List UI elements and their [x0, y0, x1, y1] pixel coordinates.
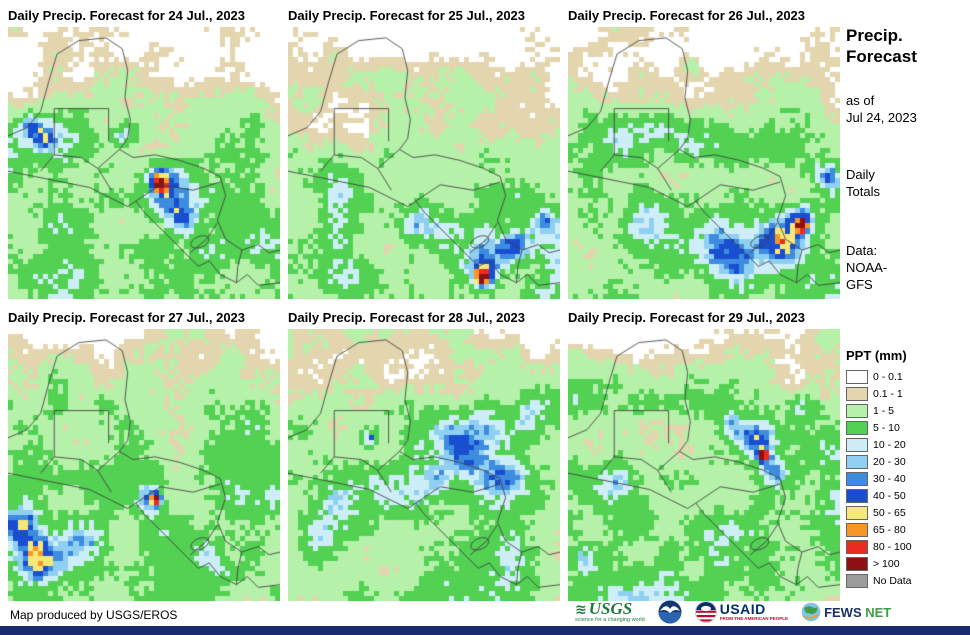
fewsnet-wordmark: FEWS NET [824, 604, 892, 620]
panel-title-29jul: Daily Precip. Forecast for 29 Jul., 2023 [568, 310, 806, 325]
legend-entry: 5 - 10 [846, 420, 966, 435]
legend-entry-label: 0.1 - 1 [873, 387, 903, 400]
legend-entry-label: 65 - 80 [873, 523, 906, 536]
panel-title-25jul: Daily Precip. Forecast for 25 Jul., 2023 [288, 8, 526, 23]
legend-swatch [846, 386, 868, 401]
legend-entry-label: > 100 [873, 557, 900, 570]
panel-title-24jul: Daily Precip. Forecast for 24 Jul., 2023 [8, 8, 246, 23]
legend-entry-label: 30 - 40 [873, 472, 906, 485]
legend-swatch [846, 420, 868, 435]
legend-swatch [846, 539, 868, 554]
legend-entry: 10 - 20 [846, 437, 966, 452]
forecast-panel-28jul: Daily Precip. Forecast for 28 Jul., 2023 [288, 310, 560, 601]
usgs-logo: ≋ USGS science for a changing world [575, 600, 645, 624]
precip-map-26jul [568, 27, 840, 299]
usgs-tagline: science for a changing world [575, 617, 645, 624]
legend-entry-label: 20 - 30 [873, 455, 906, 468]
legend-entry: 40 - 50 [846, 488, 966, 503]
legend-entry: 1 - 5 [846, 403, 966, 418]
precip-map-27jul [8, 329, 280, 601]
legend-entry-label: 50 - 65 [873, 506, 906, 519]
forecast-panel-25jul: Daily Precip. Forecast for 25 Jul., 2023 [288, 8, 560, 299]
forecast-panel-26jul: Daily Precip. Forecast for 26 Jul., 2023 [568, 8, 840, 299]
legend-title: PPT (mm) [846, 347, 907, 363]
legend-swatch [846, 454, 868, 469]
precip-map-28jul [288, 329, 560, 601]
precip-map-29jul [568, 329, 840, 601]
legend-swatch [846, 471, 868, 486]
legend-entry: 65 - 80 [846, 522, 966, 537]
legend-entry-label: 5 - 10 [873, 421, 900, 434]
noaa-logo-icon [658, 600, 682, 624]
legend-entry: 20 - 30 [846, 454, 966, 469]
legend-swatch [846, 437, 868, 452]
legend-entry-label: No Data [873, 574, 912, 587]
usaid-emblem-icon [694, 601, 717, 623]
forecast-panel-24jul: Daily Precip. Forecast for 24 Jul., 2023 [8, 8, 280, 299]
legend-swatch [846, 505, 868, 520]
forecast-panel-27jul: Daily Precip. Forecast for 27 Jul., 2023 [8, 310, 280, 601]
legend-swatch [846, 488, 868, 503]
legend-entry-label: 40 - 50 [873, 489, 906, 502]
legend-swatch [846, 403, 868, 418]
sidebar: Precip. Forecast as of Jul 24, 2023 Dail… [846, 26, 966, 592]
legend-swatch [846, 522, 868, 537]
usgs-wave-icon: ≋ [575, 601, 587, 618]
legend-entry: No Data [846, 573, 966, 588]
as-of-date: as of Jul 24, 2023 [846, 93, 917, 126]
usaid-logo: USAID FROM THE AMERICAN PEOPLE [694, 601, 789, 623]
legend-entry-label: 1 - 5 [873, 404, 895, 417]
panel-title-28jul: Daily Precip. Forecast for 28 Jul., 2023 [288, 310, 526, 325]
legend-entry: 0 - 0.1 [846, 369, 966, 384]
page-title: Precip. Forecast [846, 26, 917, 66]
usgs-wordmark: USGS [588, 599, 633, 619]
legend-swatch [846, 573, 868, 588]
fewsnet-logo: FEWS NET [801, 602, 891, 622]
data-source-label: Data: NOAA- GFS [846, 243, 888, 292]
legend-entry-label: 0 - 0.1 [873, 370, 903, 383]
usaid-tagline: FROM THE AMERICAN PEOPLE [719, 616, 789, 622]
totals-label: Daily Totals [846, 167, 880, 200]
legend-list: 0 - 0.1 0.1 - 1 1 - 5 5 - 10 10 - 20 20 - 30 3… [846, 369, 966, 588]
legend-entry-label: 80 - 100 [873, 540, 912, 553]
legend-entry: 80 - 100 [846, 539, 966, 554]
legend-entry: 0.1 - 1 [846, 386, 966, 401]
legend-swatch [846, 369, 868, 384]
precip-map-25jul [288, 27, 560, 299]
panel-title-26jul: Daily Precip. Forecast for 26 Jul., 2023 [568, 8, 806, 23]
usaid-wordmark: USAID [719, 601, 766, 618]
bottom-bar [0, 626, 970, 635]
forecast-panel-29jul: Daily Precip. Forecast for 29 Jul., 2023 [568, 310, 840, 601]
legend-entry: 30 - 40 [846, 471, 966, 486]
legend-entry: > 100 [846, 556, 966, 571]
legend-swatch [846, 556, 868, 571]
legend: PPT (mm) 0 - 0.1 0.1 - 1 1 - 5 5 - 10 10 - 2… [846, 347, 966, 588]
footer-logos: ≋ USGS science for a changing world [575, 598, 891, 626]
precip-map-24jul [8, 27, 280, 299]
fewsnet-globe-icon [801, 602, 821, 622]
map-credit: Map produced by USGS/EROS [10, 608, 178, 622]
legend-entry: 50 - 65 [846, 505, 966, 520]
legend-entry-label: 10 - 20 [873, 438, 906, 451]
panel-title-27jul: Daily Precip. Forecast for 27 Jul., 2023 [8, 310, 246, 325]
